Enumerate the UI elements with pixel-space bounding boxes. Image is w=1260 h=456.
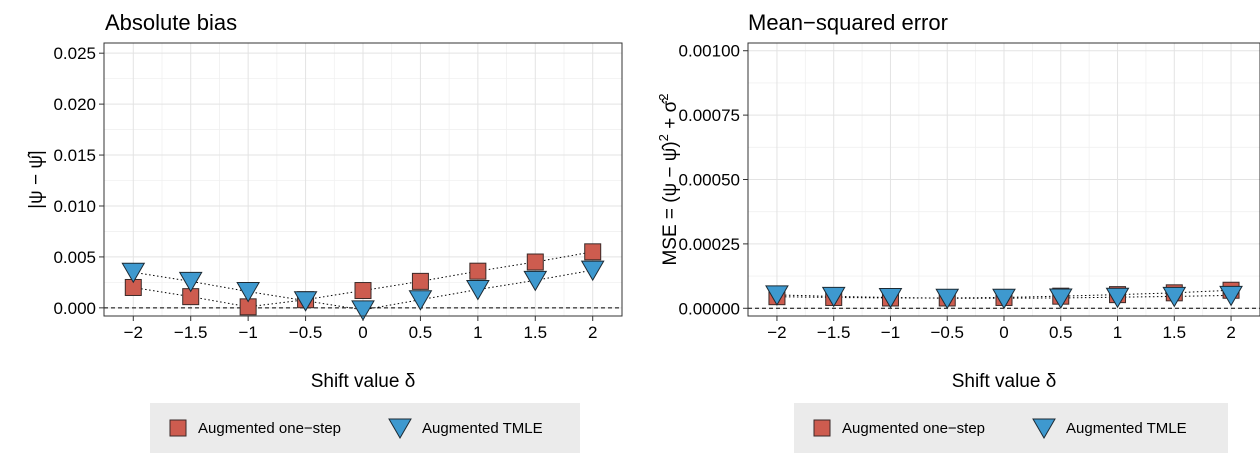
x-tick-label: −1.5: [817, 323, 851, 342]
x-tick-label: −2: [767, 323, 786, 342]
y-tick-label: 0.00025: [679, 235, 740, 254]
legend-triangle-icon: [1032, 418, 1056, 439]
y-axis-label-part: ψ̂: [26, 151, 47, 169]
plot-border: [103, 42, 623, 317]
legend-square-icon: [813, 419, 831, 437]
y-axis-label-part: 2: [656, 134, 671, 141]
y-axis-label-part: 2: [656, 93, 671, 100]
data-point-triangle: [293, 291, 318, 312]
x-tick-label: −0.5: [930, 323, 964, 342]
y-tick-label: 0.000: [53, 299, 96, 318]
data-point-triangle: [1048, 288, 1073, 309]
legend-square-icon: [169, 419, 187, 437]
x-tick-label: 1: [1113, 323, 1122, 342]
data-point-triangle: [1162, 286, 1187, 308]
x-tick-label: −1: [881, 323, 900, 342]
x-axis-label: Shift value δ: [311, 371, 416, 392]
x-axis-label: Shift value δ: [952, 371, 1057, 392]
legend-triangle-icon: [388, 418, 412, 439]
x-tick-label: −0.5: [289, 323, 323, 342]
x-tick-label: 0.5: [1049, 323, 1073, 342]
y-tick-label: 0.020: [53, 95, 96, 114]
data-point-triangle: [878, 287, 903, 309]
data-point-square: [354, 282, 372, 300]
y-axis-label-part: +: [660, 112, 681, 134]
data-point-triangle: [821, 286, 846, 308]
y-tick-label: 0.00075: [679, 106, 740, 125]
x-tick-label: 1.5: [1162, 323, 1186, 342]
chart-panel-1: Absolute bias 0.000 0.005 0.010 0.015 0.020 0.…: [26, 10, 623, 453]
y-axis-label: MSE = (ψ − ψ̂)2 + σ̂2: [656, 93, 681, 265]
plot-border: [747, 42, 1260, 317]
y-axis-label: |ψ − ψ̂|: [26, 150, 47, 209]
y-tick-label: 0.015: [53, 146, 96, 165]
y-axis-label-part: ψ̂: [660, 144, 681, 162]
legend: Augmented one−step Augmented TMLE: [794, 403, 1228, 453]
data-point-triangle: [765, 285, 789, 306]
chart-panel-2: Mean−squared error 0.00000 0.00025 0.00050 0…: [656, 10, 1260, 453]
x-tick-label: 1: [473, 323, 482, 342]
legend-label: Augmented one−step: [198, 420, 341, 437]
legend-label: Augmented TMLE: [422, 420, 543, 437]
legend-background: [150, 403, 580, 453]
data-point-triangle: [465, 280, 490, 301]
y-tick-label: 0.00000: [679, 299, 740, 318]
y-tick-label: 0.005: [53, 248, 96, 267]
data-point-triangle: [408, 290, 433, 311]
data-point-square: [526, 253, 544, 271]
data-point-triangle: [351, 300, 375, 321]
x-tick-label: 2: [588, 323, 597, 342]
data-point-triangle: [178, 271, 203, 293]
data-point-square: [411, 272, 429, 290]
x-tick-label: 0: [358, 323, 367, 342]
legend: Augmented one−step Augmented TMLE: [150, 403, 580, 453]
y-tick-label: 0.00100: [679, 42, 740, 61]
data-point-triangle: [935, 288, 960, 310]
y-tick-label: 0.025: [53, 44, 96, 63]
chart-title: Mean−squared error: [748, 10, 948, 35]
x-tick-label: −2: [124, 323, 143, 342]
data-point-square: [584, 243, 602, 261]
x-tick-label: 1.5: [523, 323, 547, 342]
x-tick-label: 0: [999, 323, 1008, 342]
legend-background: [794, 403, 1228, 453]
y-axis-label-part: |ψ −: [26, 169, 47, 209]
legend-label: Augmented TMLE: [1066, 420, 1187, 437]
y-axis-label-part: MSE = (ψ −: [660, 161, 681, 265]
x-tick-label: −1: [238, 323, 257, 342]
y-tick-label: 0.010: [53, 197, 96, 216]
data-point-triangle: [580, 260, 605, 282]
y-axis-label-part: |: [26, 150, 47, 155]
y-tick-label: 0.00050: [679, 171, 740, 190]
x-tick-label: 2: [1226, 323, 1235, 342]
x-tick-label: −1.5: [174, 323, 208, 342]
chart-title: Absolute bias: [105, 10, 237, 35]
data-point-triangle: [1219, 285, 1243, 307]
y-axis-label-part: ): [660, 141, 681, 147]
data-point-triangle: [236, 282, 261, 303]
data-point-square: [469, 262, 487, 280]
data-point-triangle: [121, 262, 146, 284]
x-tick-label: 0.5: [409, 323, 433, 342]
legend-label: Augmented one−step: [842, 420, 985, 437]
data-point-triangle: [992, 288, 1016, 310]
data-point-triangle: [1105, 287, 1130, 309]
data-point-triangle: [523, 270, 548, 292]
